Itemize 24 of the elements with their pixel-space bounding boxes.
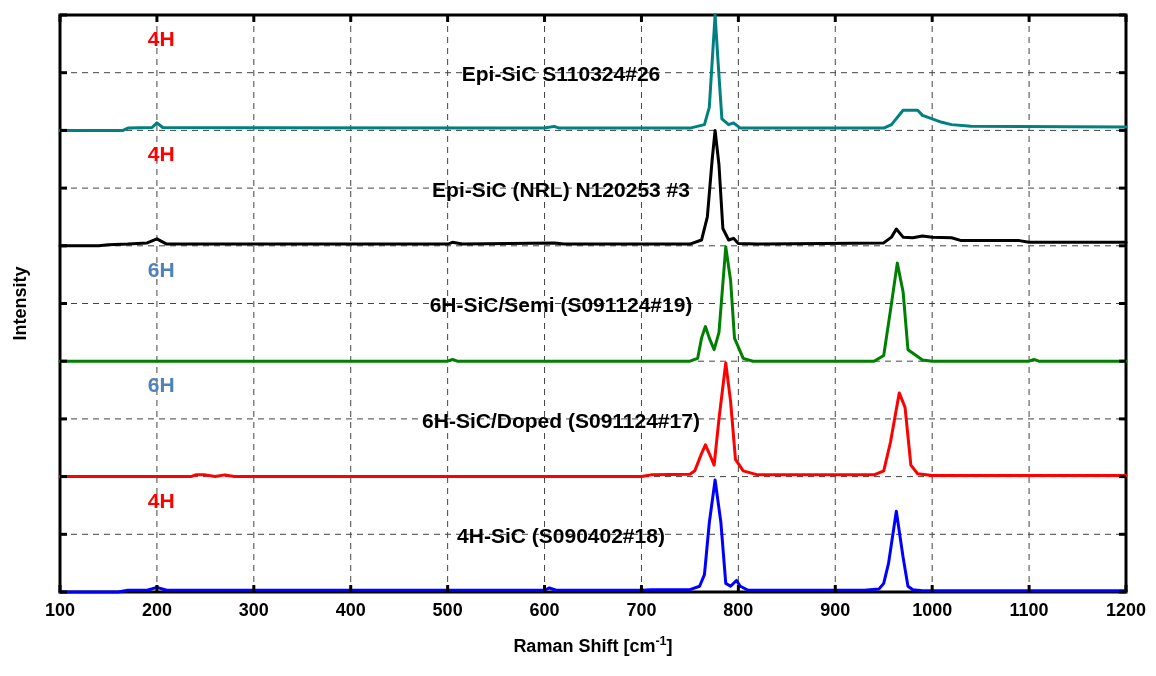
x-tick-label: 500 [432,600,463,620]
x-tick-label: 900 [820,600,851,620]
y-axis-title: Intensity [10,266,30,341]
series-label: 6H-SiC/Semi (S091124#19) [429,293,693,317]
x-tick-label: 600 [529,600,560,620]
annotation: 6H [147,257,175,281]
x-tick-label: 400 [335,600,366,620]
x-tick-label: 100 [44,600,76,620]
annotation: 4H [147,26,175,50]
series-label: Epi-SiC (NRL) N120253 #3 [432,177,690,201]
series-label: 4H-SiC (S090402#18) [457,523,665,547]
x-tick-label: 800 [723,600,754,620]
x-tick-label: 300 [238,600,269,620]
x-axis-title: Raman Shift [cm$^{-1}$] [513,634,673,656]
annotation: 6H [147,373,175,397]
text: Epi-SiC S110324#26 [461,62,661,86]
x-tick-label: 1200 [1105,600,1147,620]
annotation: 4H [147,142,175,166]
x-tick-label: 1000 [912,600,953,620]
series-label: 6H-SiC/Doped (S091124#17) [422,408,700,432]
x-tick-label: 1100 [1009,600,1049,620]
annotation: 4H [147,488,175,512]
x-tick-label: 700 [626,600,657,620]
x-tick-label: 200 [141,600,172,620]
